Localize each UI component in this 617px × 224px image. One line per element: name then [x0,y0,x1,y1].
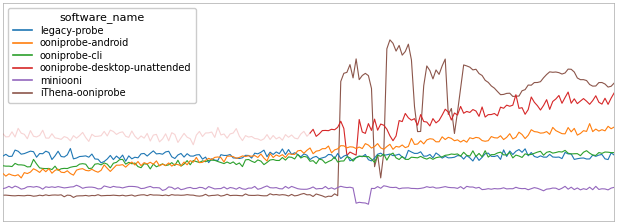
Legend: legacy-probe, ooniprobe-android, ooniprobe-cli, ooniprobe-desktop-unattended, mi: legacy-probe, ooniprobe-android, oonipro… [7,8,196,103]
